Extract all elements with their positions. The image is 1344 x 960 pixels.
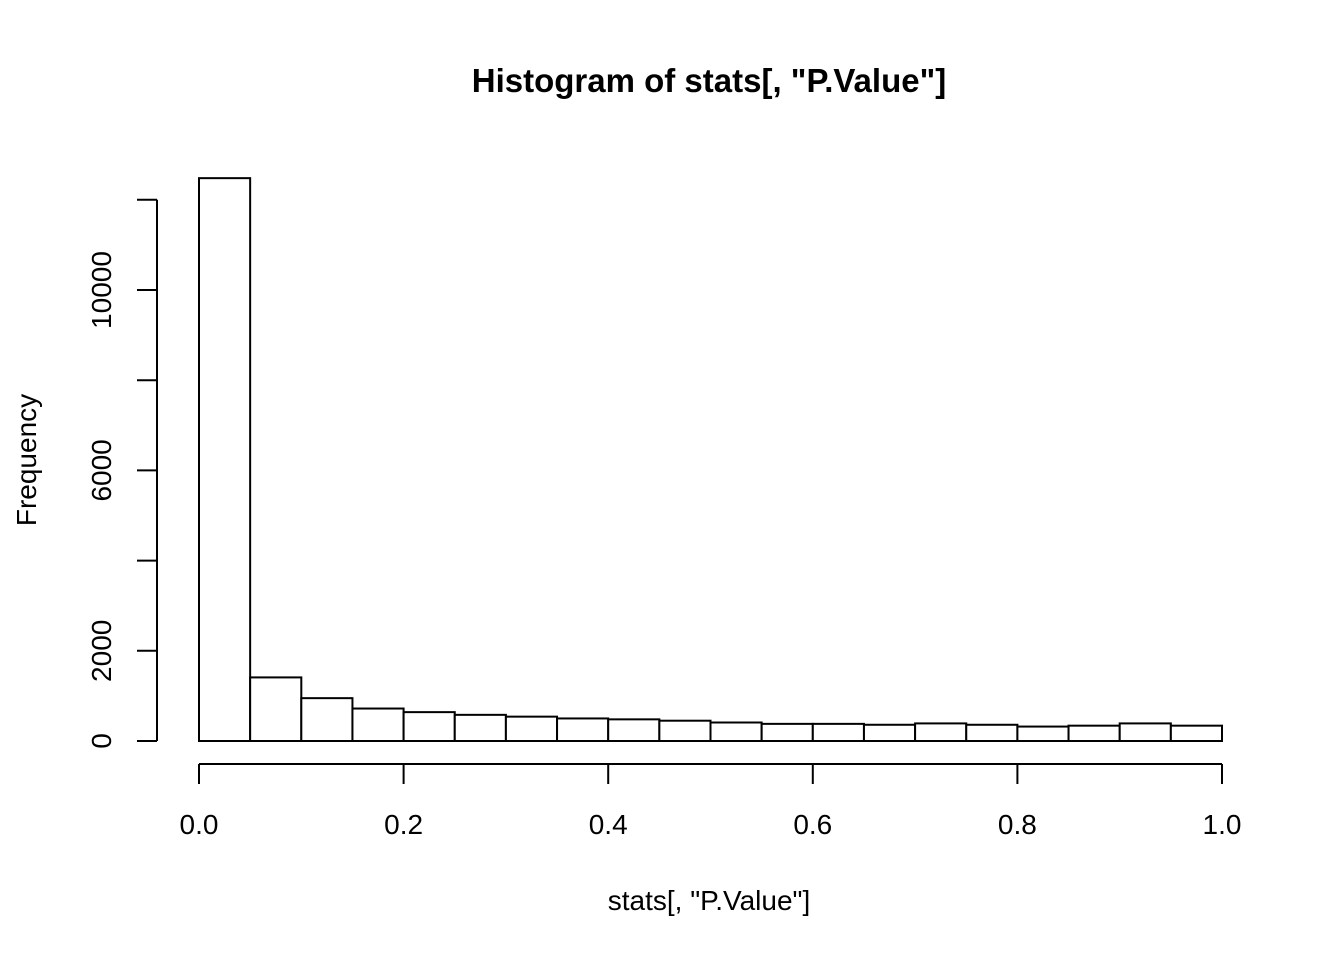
histogram-bar-19	[1169, 724, 1223, 743]
x-tick-label-4: 0.8	[998, 809, 1037, 840]
bars-group	[198, 177, 1223, 743]
histogram-bar-7	[556, 717, 610, 743]
histogram-bar-14	[914, 722, 968, 743]
x-axis-label: stats[, "P.Value"]	[608, 885, 811, 916]
histogram-bar-4	[402, 711, 456, 742]
histogram-bar-9	[658, 719, 712, 743]
histogram-bar-2	[300, 697, 354, 743]
histogram-bar-13	[862, 723, 917, 742]
x-tick-label-3: 0.6	[793, 809, 832, 840]
x-tick-label-0: 0.0	[180, 809, 219, 840]
y-tick-label-3: 6000	[86, 439, 117, 501]
x-axis: 0.0 0.2 0.4 0.6 0.8 1.0	[180, 763, 1242, 840]
histogram-bar-5	[453, 713, 507, 742]
histogram-bar-3	[351, 707, 405, 743]
x-tick-label-5: 1.0	[1203, 809, 1242, 840]
y-tick-label-5: 10000	[86, 251, 117, 329]
histogram-bar-17	[1067, 724, 1121, 743]
y-axis-label: Frequency	[11, 394, 42, 526]
histogram-bar-12	[811, 722, 865, 742]
histogram-bar-1	[249, 676, 303, 742]
histogram-bar-11	[760, 722, 814, 742]
y-axis: 0 2000 6000 10000	[86, 198, 158, 749]
y-tick-label-0: 0	[86, 733, 117, 749]
histogram-bar-10	[709, 721, 763, 742]
histogram-bar-18	[1118, 722, 1172, 743]
histogram-bar-16	[1016, 725, 1070, 742]
histogram-bar-6	[504, 715, 559, 742]
y-tick-label-1: 2000	[86, 620, 117, 682]
histogram-bar-8	[607, 718, 661, 742]
chart-title: Histogram of stats[, "P.Value"]	[472, 62, 946, 99]
histogram-bar-0	[198, 177, 252, 743]
x-tick-label-1: 0.2	[384, 809, 423, 840]
histogram-bar-15	[965, 723, 1019, 742]
x-tick-label-2: 0.4	[589, 809, 628, 840]
